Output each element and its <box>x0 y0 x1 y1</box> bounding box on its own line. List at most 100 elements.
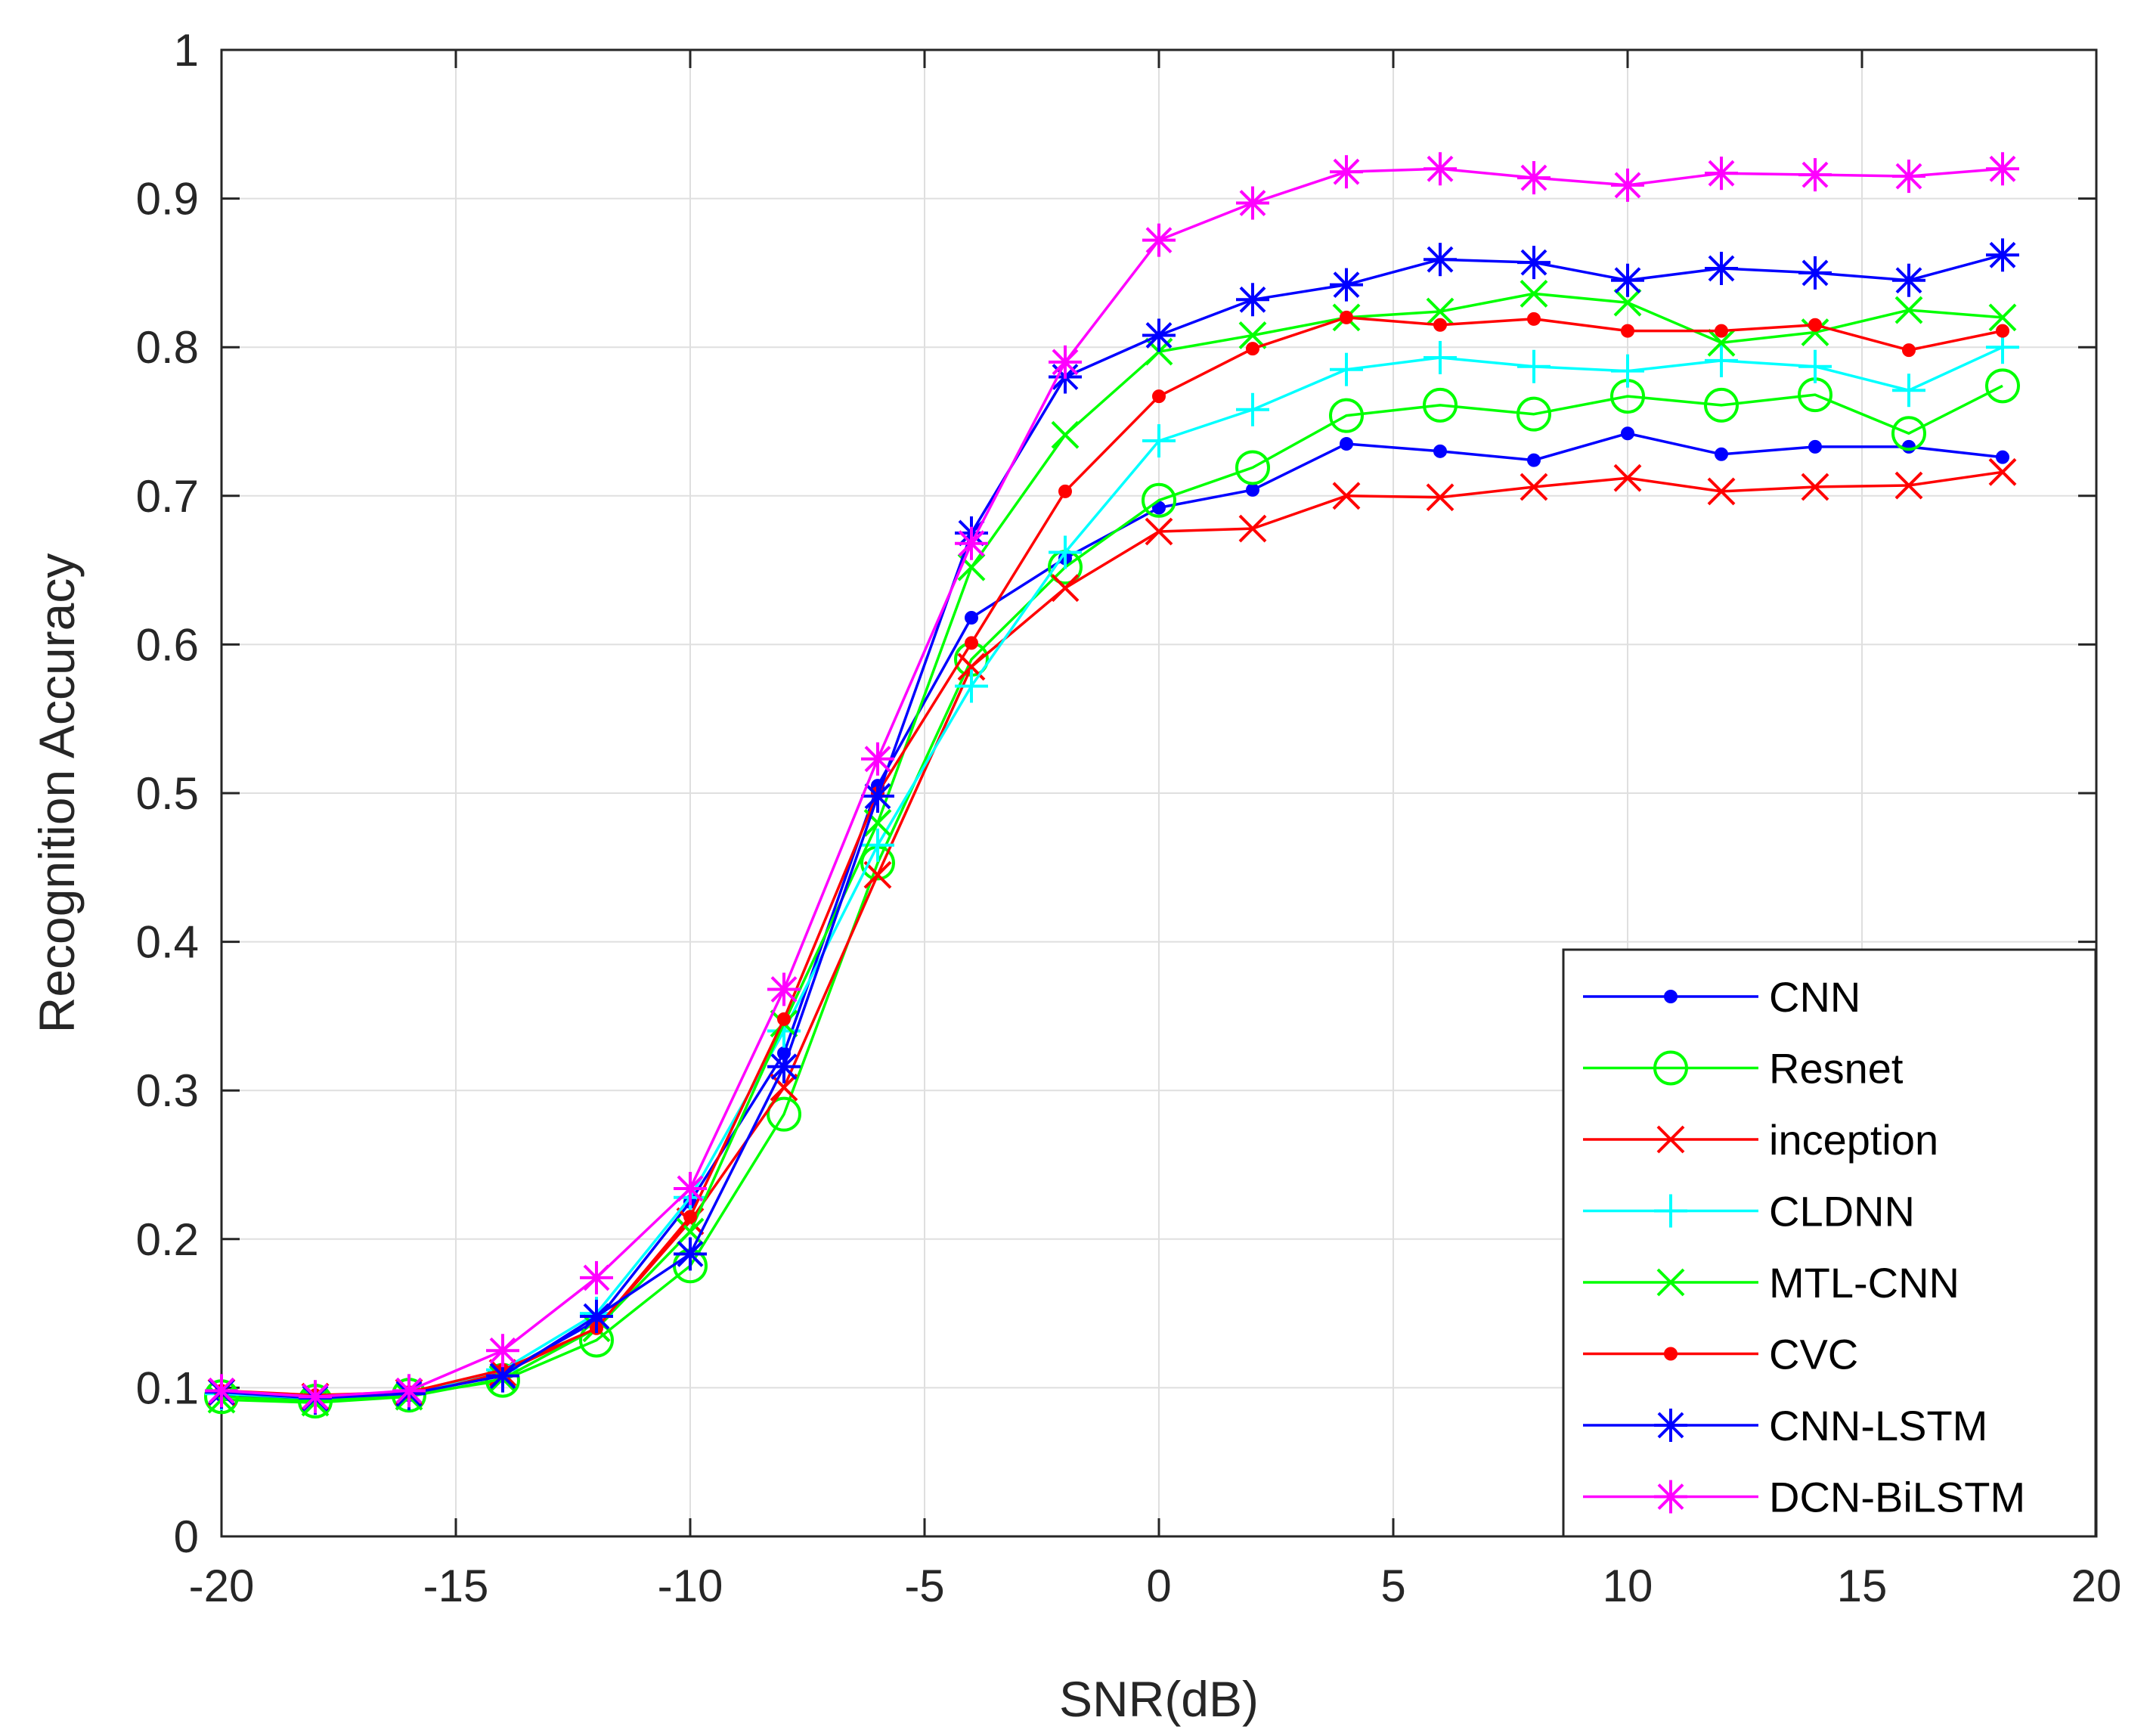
y-tick-label: 0.3 <box>136 1065 199 1116</box>
legend-item: CNN <box>1583 973 1860 1021</box>
data-point-asterisk <box>1705 157 1738 191</box>
data-point-asterisk <box>955 526 988 560</box>
data-point-dot <box>1715 447 1728 461</box>
legend-label: CLDNN <box>1769 1188 1915 1235</box>
marker-stroke <box>1332 482 1361 510</box>
x-tick-label: 5 <box>1380 1561 1405 1611</box>
data-point-asterisk <box>1142 223 1176 257</box>
marker-stroke <box>1239 286 1266 313</box>
marker-stroke <box>1051 574 1080 603</box>
data-point-x <box>1988 457 2017 486</box>
data-point-dot <box>1996 324 2009 338</box>
data-point-circle <box>1985 368 2020 404</box>
legend-item: CLDNN <box>1583 1188 1915 1235</box>
marker-stroke <box>1895 163 1922 190</box>
data-point-dot <box>1527 312 1541 326</box>
marker-stroke <box>1989 241 2016 268</box>
data-point-x <box>1051 420 1080 449</box>
data-point-asterisk <box>486 1334 519 1368</box>
data-point-circle <box>1704 387 1739 423</box>
series-line <box>221 253 2003 1400</box>
data-point-asterisk <box>1330 268 1363 302</box>
data-point-asterisk <box>1611 168 1644 202</box>
marker-stroke <box>770 976 798 1003</box>
marker-stroke <box>1145 322 1173 349</box>
x-tick-label: -10 <box>658 1561 723 1611</box>
data-point-dot <box>1340 436 1353 451</box>
data-point-x <box>1988 303 2017 332</box>
marker-stroke <box>1988 457 2017 486</box>
x-axis-label: SNR(dB) <box>1059 1671 1259 1727</box>
marker-stroke <box>1145 517 1173 546</box>
legend-label: CNN <box>1769 973 1860 1021</box>
data-point-x <box>1426 297 1455 326</box>
data-point-dot <box>1433 444 1447 458</box>
data-point-asterisk <box>674 1237 707 1271</box>
y-tick-label: 0 <box>174 1511 199 1562</box>
legend-item: CVC <box>1583 1331 1858 1378</box>
legend-label: Resnet <box>1769 1045 1904 1093</box>
series-line <box>221 292 2003 1404</box>
data-point-plus <box>1424 340 1457 374</box>
data-point-x <box>1707 477 1736 506</box>
y-tick-label: 0.7 <box>136 471 199 522</box>
marker-stroke <box>1238 514 1267 543</box>
data-point-dot <box>777 1012 791 1026</box>
data-point-x <box>1238 321 1267 349</box>
marker-stroke <box>1708 255 1735 282</box>
legend-label: MTL-CNN <box>1769 1259 1959 1307</box>
marker-stroke <box>1657 1412 1684 1439</box>
marker-stroke <box>1051 420 1080 449</box>
data-point-plus <box>1705 343 1738 377</box>
marker-stroke <box>676 1217 705 1246</box>
data-point-x <box>1656 1125 1685 1154</box>
data-point-x <box>1520 473 1548 501</box>
data-point-circle <box>1329 398 1364 433</box>
marker-stroke <box>1801 473 1829 501</box>
data-point-plus <box>1330 352 1363 386</box>
data-point-dot <box>1996 450 2009 464</box>
marker-stroke <box>1613 463 1642 492</box>
tick-layer: -20 -15 -10 -5 0 5 10 15 20 0 0.1 0.2 0.3 0.4 0.5 0.6 0.… <box>136 25 2122 1611</box>
data-point-x <box>1656 1268 1685 1297</box>
marker-stroke <box>1520 249 1547 276</box>
data-point-x <box>1613 288 1642 317</box>
data-point-asterisk <box>1654 1409 1687 1442</box>
series-dcn-bilstm <box>205 152 2019 1414</box>
data-point-x <box>1051 574 1080 603</box>
data-point-plus <box>1654 1194 1687 1228</box>
data-point-asterisk <box>1892 263 1925 297</box>
data-point-circle <box>1235 450 1270 485</box>
marker-stroke <box>1708 160 1735 187</box>
marker-stroke <box>1801 318 1829 346</box>
x-tick-label: -15 <box>423 1561 489 1611</box>
data-point-asterisk <box>205 1374 238 1408</box>
marker-stroke <box>583 1264 610 1291</box>
legend-box <box>1562 948 2097 1538</box>
marker-stroke <box>1613 288 1642 317</box>
marker-stroke <box>1239 190 1266 216</box>
series-line <box>221 167 2003 1398</box>
marker-stroke <box>1333 271 1360 299</box>
data-point-circle <box>1891 416 1926 451</box>
x-tick-label: -5 <box>904 1561 944 1611</box>
legend-label: CVC <box>1769 1331 1858 1378</box>
data-point-dot <box>1808 318 1822 332</box>
marker-stroke <box>1895 267 1922 294</box>
marker-stroke <box>957 653 986 681</box>
marker-stroke <box>1656 1268 1685 1297</box>
data-point-x <box>1801 473 1829 501</box>
marker-stroke <box>1989 155 2016 182</box>
data-point-x <box>1613 463 1642 492</box>
marker-stroke <box>1657 1483 1684 1510</box>
marker-stroke <box>395 1377 423 1404</box>
y-tick-label: 0.4 <box>136 917 199 968</box>
marker-stroke <box>1520 280 1548 308</box>
data-point-x <box>1707 328 1736 357</box>
marker-stroke <box>1333 158 1360 185</box>
data-point-asterisk <box>1705 252 1738 286</box>
y-axis-label: Recognition Accuracy <box>29 553 85 1034</box>
legend-item: inception <box>1583 1116 1938 1164</box>
marker-stroke <box>1801 259 1829 287</box>
marker-stroke <box>1894 471 1923 500</box>
